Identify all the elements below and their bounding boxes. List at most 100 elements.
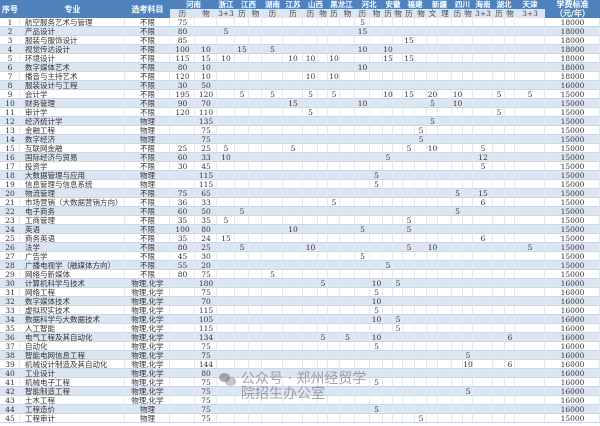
- row-score: [515, 117, 545, 126]
- row-score: [452, 288, 463, 297]
- row-index: 24: [0, 225, 20, 234]
- header-subject-track: 物: [415, 9, 427, 18]
- row-score: [505, 243, 515, 252]
- row-score: [318, 414, 328, 423]
- row-score: [283, 387, 303, 396]
- row-score: [262, 198, 283, 207]
- row-score: [415, 90, 427, 99]
- row-score: [505, 270, 515, 279]
- row-score: [355, 387, 370, 396]
- row-score: [249, 243, 262, 252]
- row-score: [415, 225, 427, 234]
- row-score: [318, 207, 328, 216]
- row-score: 5: [262, 270, 283, 279]
- row-score: [340, 54, 355, 63]
- row-score: [427, 171, 438, 180]
- row-score: [303, 171, 318, 180]
- row-score: [463, 378, 473, 387]
- table-row: 3 服装与服饰设计 不限 85 15 18000: [0, 36, 600, 45]
- row-score: 60: [170, 153, 195, 162]
- row-index: 36: [0, 333, 20, 342]
- row-score: [318, 234, 328, 243]
- row-score: 75: [170, 18, 195, 27]
- row-score: [383, 297, 393, 306]
- row-score: 5: [217, 216, 235, 225]
- row-score: [355, 117, 370, 126]
- row-score: [318, 198, 328, 207]
- row-fee: 15000: [545, 162, 600, 171]
- row-score: 115: [170, 54, 195, 63]
- row-index: 29: [0, 270, 20, 279]
- row-score: [452, 153, 463, 162]
- row-score: [452, 279, 463, 288]
- row-score: [303, 189, 318, 198]
- row-score: [340, 369, 355, 378]
- row-score: 36: [170, 198, 195, 207]
- row-score: 75: [195, 270, 217, 279]
- row-subject: 不限: [125, 252, 170, 261]
- row-score: [370, 261, 383, 270]
- row-score: [318, 81, 328, 90]
- header-province: 湖南: [262, 0, 283, 9]
- row-score: [473, 360, 493, 369]
- row-score: [195, 18, 217, 27]
- row-score: [370, 252, 383, 261]
- row-score: [393, 207, 403, 216]
- row-index: 20: [0, 189, 20, 198]
- row-score: [393, 99, 403, 108]
- row-score: [515, 108, 545, 117]
- row-index: 7: [0, 72, 20, 81]
- row-score: [403, 351, 415, 360]
- row-score: [393, 306, 403, 315]
- header-subject-track: 历: [452, 9, 463, 18]
- row-score: [403, 396, 415, 405]
- row-index: 33: [0, 306, 20, 315]
- row-score: [383, 27, 393, 36]
- row-score: 10: [427, 144, 438, 153]
- row-score: [283, 171, 303, 180]
- table-row: 39 机械设计制造及其自动化 物理,化学 144 10 6 16000: [0, 360, 600, 369]
- row-score: [403, 360, 415, 369]
- row-score: [328, 99, 340, 108]
- row-score: [383, 198, 393, 207]
- row-score: [403, 342, 415, 351]
- row-score: [235, 279, 249, 288]
- row-score: [328, 252, 340, 261]
- row-score: [328, 162, 340, 171]
- row-score: 5: [355, 18, 370, 27]
- row-score: [505, 36, 515, 45]
- row-score: 10: [283, 225, 303, 234]
- row-score: [235, 72, 249, 81]
- row-score: [217, 45, 235, 54]
- row-subject: 物理,化学: [125, 288, 170, 297]
- header-subject-track: 3+3: [515, 9, 545, 18]
- row-score: [355, 162, 370, 171]
- row-score: [463, 396, 473, 405]
- row-score: [283, 63, 303, 72]
- row-score: [318, 18, 328, 27]
- row-score: [303, 81, 318, 90]
- row-score: [515, 405, 545, 414]
- table-row: 16 国际经济与贸易 不限 60 33 10 5 12 15000: [0, 153, 600, 162]
- row-score: [355, 351, 370, 360]
- row-score: [427, 369, 438, 378]
- row-score: 75: [195, 351, 217, 360]
- row-score: [515, 189, 545, 198]
- row-score: [262, 162, 283, 171]
- table-row: 44 工程造价 物理 75 5 16000: [0, 405, 600, 414]
- row-score: [355, 207, 370, 216]
- row-score: [283, 18, 303, 27]
- row-score: [515, 54, 545, 63]
- row-score: 10: [452, 90, 463, 99]
- row-score: [318, 144, 328, 153]
- row-score: [262, 207, 283, 216]
- row-score: [370, 126, 383, 135]
- row-score: 5: [415, 126, 427, 135]
- row-score: [463, 117, 473, 126]
- row-score: 5: [328, 198, 340, 207]
- row-score: [235, 216, 249, 225]
- row-score: [493, 81, 505, 90]
- row-score: [249, 54, 262, 63]
- row-major: 工程造价: [20, 405, 125, 414]
- row-score: [438, 414, 452, 423]
